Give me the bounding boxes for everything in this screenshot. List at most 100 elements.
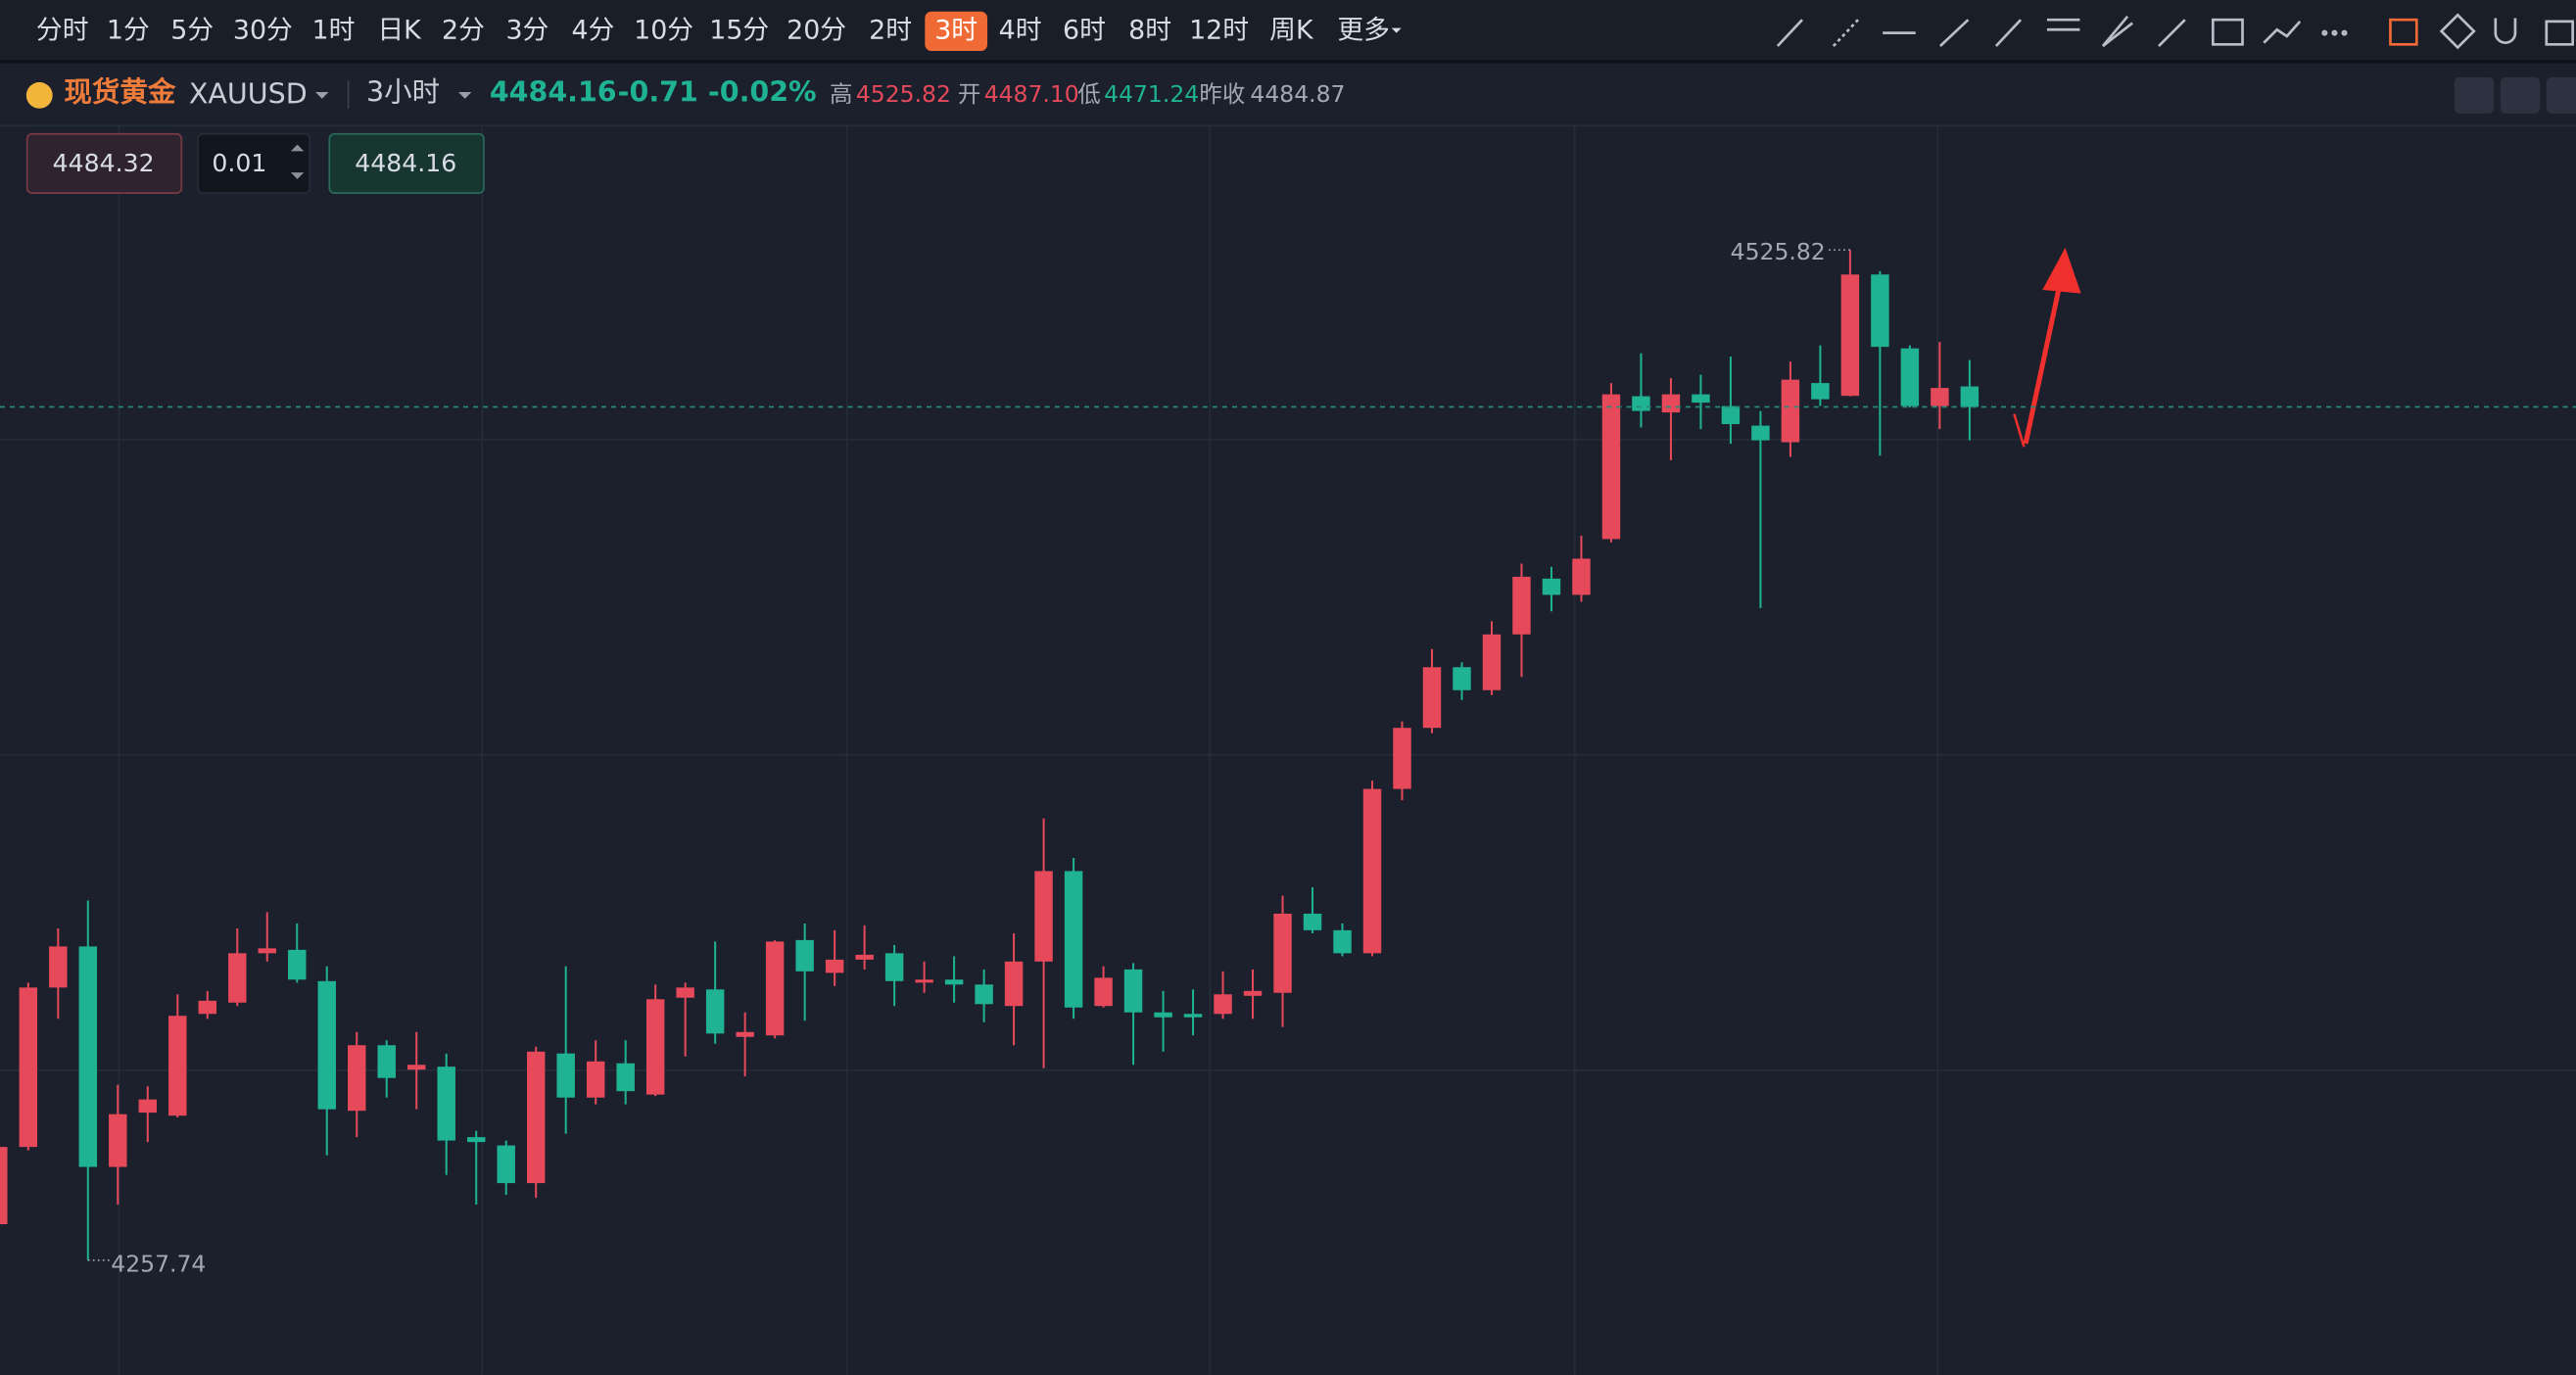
candle-body [1721, 405, 1741, 425]
gold-icon [25, 81, 53, 109]
timeframe[interactable]: 15分 [709, 15, 769, 45]
price: 4484.16 [490, 76, 617, 109]
candle-body [1214, 994, 1232, 1015]
candle-body [1393, 728, 1411, 789]
sell-price[interactable]: 4484.32 [53, 149, 155, 177]
buy-price[interactable]: 4484.16 [355, 149, 456, 177]
timeframe[interactable]: 4分 [572, 15, 615, 45]
timeframe[interactable]: 日K [377, 15, 422, 45]
candle-body [168, 1016, 187, 1116]
timeframe[interactable]: 1分 [107, 15, 150, 45]
timeframe[interactable]: 6时 [1063, 15, 1106, 45]
panel-buttons[interactable] [2454, 76, 2576, 114]
lots-input[interactable] [197, 132, 311, 194]
timeframe[interactable]: 3时 [934, 15, 978, 45]
candle-body [78, 946, 98, 1167]
candle-body [1303, 913, 1322, 930]
more-menu[interactable]: 更多 [1337, 15, 1390, 45]
candle-body [1183, 1014, 1203, 1018]
period[interactable]: 3小时 [366, 76, 440, 109]
top-bar [0, 0, 2576, 62]
active-timeframe[interactable] [925, 11, 988, 52]
candle-body [348, 1045, 366, 1112]
change-pct: -0.02% [708, 76, 817, 109]
drawing-tools[interactable] [1776, 13, 2574, 50]
candle-body [1632, 396, 1650, 411]
timeframe[interactable]: 5分 [170, 15, 214, 45]
buy-button[interactable] [328, 132, 485, 194]
candle-body [1333, 929, 1352, 954]
lots-value[interactable]: 0.01 [212, 149, 266, 177]
candle-body [705, 989, 725, 1034]
dropdown-icon [1391, 27, 1402, 33]
candle-body [288, 949, 307, 980]
candle-body [676, 987, 694, 998]
candle-body [1542, 578, 1561, 595]
timeframe[interactable]: 2分 [442, 15, 485, 45]
high-value: 4525.82 [856, 80, 951, 108]
grid [0, 126, 2576, 1375]
timeframe[interactable]: 周K [1269, 15, 1314, 45]
symbol-code[interactable]: XAUUSD [189, 77, 308, 110]
candle-body [586, 1061, 605, 1098]
candle-body [138, 1099, 158, 1114]
prev-close-value: 4484.87 [1250, 80, 1345, 108]
candle-body [228, 953, 247, 1003]
timeframe[interactable]: 10分 [634, 15, 693, 45]
timeframe[interactable]: 3分 [505, 15, 549, 45]
candle-body [49, 946, 68, 988]
candle-body [1362, 788, 1382, 954]
candle-body [377, 1045, 396, 1078]
candle-body [1960, 386, 1980, 407]
candle-body [258, 948, 276, 954]
sell-button[interactable] [25, 132, 183, 194]
candle-body [915, 979, 933, 983]
candle-body [466, 1137, 486, 1143]
candle-body [1781, 379, 1800, 443]
candle-body [526, 1051, 546, 1184]
candle-body [1811, 383, 1830, 400]
timeframe[interactable]: 2时 [869, 15, 912, 45]
candle-body [795, 939, 814, 972]
candle-body [825, 959, 844, 973]
open-label: 开 [958, 80, 980, 108]
candle-body [1661, 394, 1681, 413]
timeframe[interactable]: 12时 [1189, 15, 1249, 45]
candle-body [1094, 977, 1113, 1007]
candle-body [736, 1031, 754, 1037]
high-label: 高 [830, 80, 852, 108]
symbol-name[interactable]: 现货黄金 [64, 76, 176, 109]
dropdown-icon [457, 91, 472, 99]
candle-body [1482, 634, 1502, 690]
candle-body [1154, 1012, 1172, 1018]
timeframe[interactable]: 分时 [36, 15, 89, 45]
timeframe[interactable]: 20分 [787, 15, 846, 45]
candle-body [1422, 667, 1442, 729]
candle-body [1840, 274, 1860, 397]
timeframe[interactable]: 4时 [999, 15, 1042, 45]
candle-body [1004, 961, 1024, 1007]
low-label: 低 [1077, 80, 1100, 108]
candle-body [616, 1063, 635, 1092]
candle-body [556, 1053, 575, 1098]
candle-body [855, 954, 874, 960]
candle-body [1692, 394, 1710, 403]
candle-body [1243, 990, 1263, 996]
timeframe[interactable]: 30分 [233, 15, 293, 45]
candle-body [198, 1000, 217, 1015]
candle-body [1064, 871, 1083, 1008]
prev-close-label: 昨收 [1199, 80, 1245, 108]
candle-body [1123, 969, 1143, 1013]
candle-body [1871, 274, 1889, 348]
timeframe[interactable]: 8时 [1128, 15, 1171, 45]
candle-body [317, 980, 336, 1110]
candle-body [1453, 667, 1471, 690]
candle-body [1034, 871, 1053, 962]
candle-body [497, 1145, 515, 1184]
candle-body [1900, 348, 1920, 406]
candle-body [1931, 388, 1949, 406]
arrow-annotation [2013, 247, 2081, 448]
timeframe[interactable]: 1时 [312, 15, 356, 45]
